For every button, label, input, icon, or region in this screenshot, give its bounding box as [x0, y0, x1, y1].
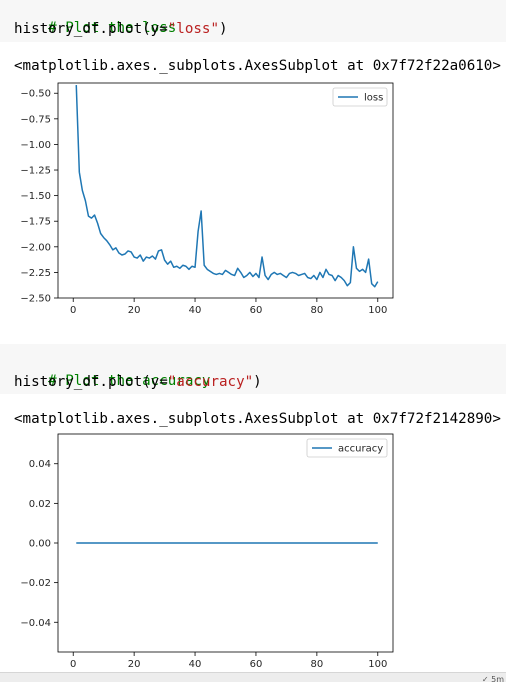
code-call-string: "loss"	[167, 21, 219, 37]
legend-box	[332, 87, 388, 107]
y-tick-label: −0.02	[20, 578, 51, 589]
x-tick-label: 60	[250, 659, 263, 670]
code-comment: # Plot the loss	[48, 20, 177, 36]
x-tick-label: 80	[310, 659, 323, 670]
code-call-prefix: history_df.plot(y=	[14, 374, 168, 390]
y-tick-label: −1.00	[20, 140, 51, 151]
code-call-suffix: )	[219, 21, 228, 37]
code-call-line: history_df.plot(y="loss")	[14, 20, 228, 38]
y-tick-label: −2.50	[20, 294, 51, 305]
y-tick-label: −2.00	[20, 242, 51, 253]
code-comment-line: # Plot the accuracy	[14, 354, 210, 408]
code-call-string: "accuracy"	[167, 374, 254, 390]
y-tick-label: −0.04	[20, 618, 51, 629]
y-tick-label: −0.75	[20, 114, 51, 125]
x-tick-label: 0	[70, 659, 76, 670]
accuracy-chart: 0.04 0.02 0.00 −0.02 −0.04 0 20 40 60 80 100 accura…	[20, 433, 394, 670]
y-tick-label: −1.25	[20, 166, 51, 177]
x-tick-label: 100	[368, 659, 387, 670]
code-call-line: history_df.plot(y="accuracy")	[14, 373, 262, 391]
status-indicator: ✓ 5m	[481, 675, 504, 684]
cell-output-text: <matplotlib.axes._subplots.AxesSubplot a…	[14, 58, 501, 74]
y-tick-label: −2.25	[20, 268, 51, 279]
x-tick-label: 0	[70, 305, 76, 316]
legend-label: accuracy	[338, 444, 383, 455]
loss-chart: −0.50 −0.75 −1.00 −1.25 −1.50 −1.75 −2.00 −2.25…	[20, 82, 394, 316]
series-line-loss	[75, 85, 379, 288]
x-tick-label: 40	[189, 659, 202, 670]
x-tick-label: 20	[128, 659, 141, 670]
legend-box	[306, 438, 388, 458]
x-tick-label: 40	[189, 305, 202, 316]
x-tick-label: 80	[310, 305, 323, 316]
code-call-suffix: )	[253, 374, 262, 390]
code-comment-line: # Plot the loss	[14, 1, 176, 55]
y-tick-label: −1.75	[20, 217, 51, 228]
x-tick-label: 20	[128, 305, 141, 316]
y-tick-label: 0.04	[29, 459, 51, 470]
y-tick-label: 0.00	[29, 539, 51, 550]
horizontal-scrollbar[interactable]	[0, 672, 506, 682]
x-tick-label: 100	[368, 305, 387, 316]
x-tick-label: 60	[250, 305, 263, 316]
cell-output-text: <matplotlib.axes._subplots.AxesSubplot a…	[14, 411, 501, 427]
y-tick-label: −1.50	[20, 191, 51, 202]
plot-frame	[57, 82, 394, 299]
code-call-prefix: history_df.plot(y=	[14, 21, 168, 37]
legend-label: loss	[364, 93, 383, 104]
y-tick-label: −0.50	[20, 89, 51, 100]
code-cell-loss[interactable]: # Plot the loss history_df.plot(y="loss"…	[0, 0, 506, 42]
code-cell-accuracy[interactable]: # Plot the accuracy history_df.plot(y="a…	[0, 344, 506, 394]
y-tick-label: 0.02	[29, 499, 51, 510]
code-comment: # Plot the accuracy	[48, 373, 211, 389]
